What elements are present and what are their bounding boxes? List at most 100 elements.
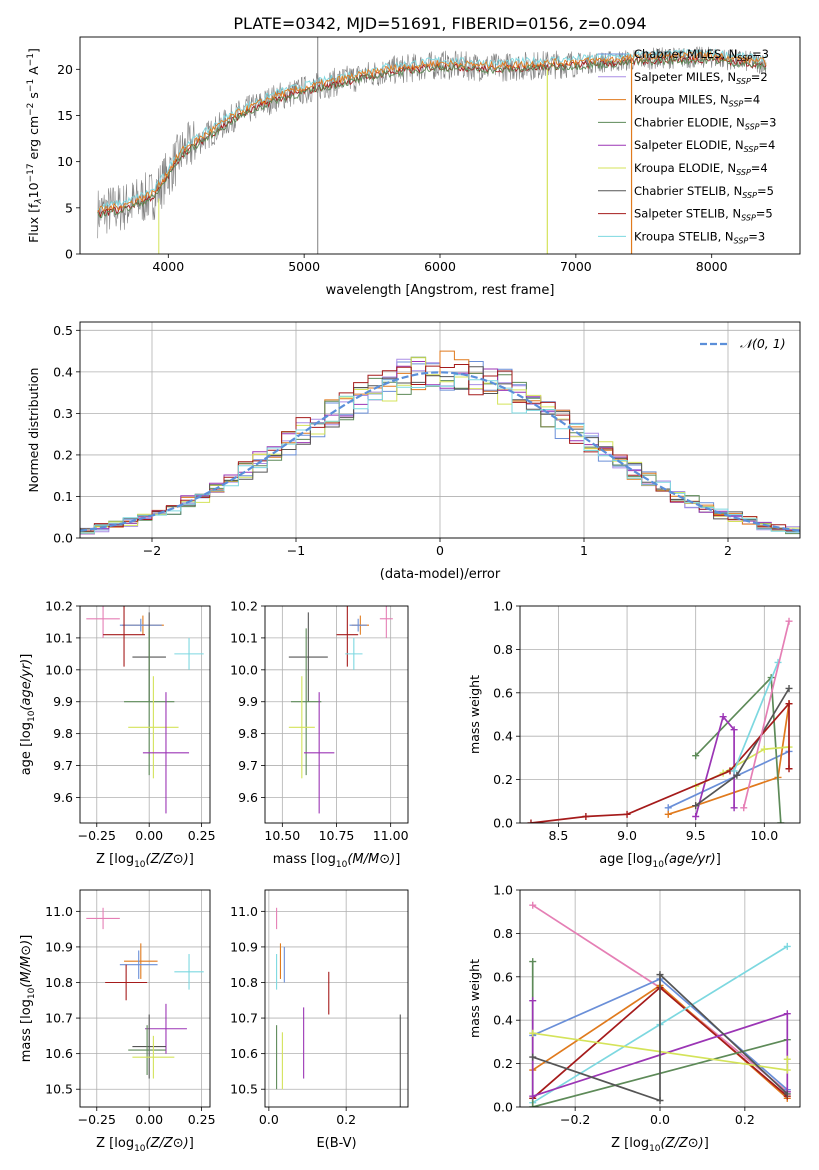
label-part: (Z/Z⊙) [661, 1136, 704, 1151]
label-part: (age/yr) [19, 659, 34, 711]
y-tick-label: 1.0 [493, 599, 513, 614]
legend-sub: SSP [736, 77, 751, 86]
plus-marker [785, 765, 793, 773]
y-tick-label: 10.0 [45, 662, 73, 677]
x-tick-label: 2 [724, 543, 732, 558]
y-tick-label: 10.5 [230, 1082, 258, 1097]
plus-marker [692, 812, 700, 820]
x-tick-label: 8.5 [548, 828, 568, 843]
axes-spectrum: 4000 5000 6000 7000 8000 0 5 10 15 20 Chabrier MIL… [26, 36, 801, 298]
plot-area [527, 617, 793, 823]
mass-weight-line [667, 750, 790, 809]
y-label-part: A [26, 66, 41, 79]
y-tick-label: 9.9 [53, 694, 73, 709]
y-tick-label: 10.6 [230, 1046, 258, 1061]
mass-weight-line [530, 701, 790, 823]
label-part: Z [log [611, 1136, 649, 1151]
plus-marker [783, 1055, 791, 1063]
y-label-part: λ [34, 198, 44, 204]
axes-mass_ebv: 0.0 0.2 10.5 10.6 10.7 10.8 10.9 11.0 E(B-V) [230, 889, 409, 1151]
y-label-part: −2 [26, 103, 36, 116]
y-tick-label: 9.8 [238, 726, 258, 741]
legend-tail: =3 [752, 47, 769, 61]
legend-entry: Kroupa ELODIE, NSSP=4 [634, 161, 768, 177]
legend-sub: SSP [745, 122, 760, 131]
legend-tail: =4 [758, 138, 775, 152]
plot-area [288, 606, 393, 814]
spectrum-data [97, 46, 767, 239]
plus-marker [783, 1010, 791, 1018]
x-tick-label: 0 [436, 543, 444, 558]
y-tick-label: 0.2 [53, 447, 73, 462]
label-part: ] [19, 654, 34, 659]
x-tick-label: 0.0 [259, 1112, 279, 1127]
y-tick-label: 10.7 [230, 1011, 258, 1026]
plus-marker [783, 1066, 791, 1074]
legend-sub: SSP [744, 145, 759, 154]
y-tick-label: 0.8 [493, 926, 513, 941]
y-tick-label: 0.4 [493, 729, 513, 744]
y-tick-label: 0.6 [493, 685, 513, 700]
gaussian-curve [80, 371, 800, 532]
legend-label: Salpeter MILES, N [634, 70, 736, 84]
x-tick-label: 0.00 [135, 1112, 163, 1127]
label-sub: 10 [649, 1144, 661, 1154]
y-tick-label: 0.2 [493, 772, 513, 787]
y-tick-label: 0.0 [493, 816, 513, 831]
plus-marker [656, 971, 664, 979]
x-axis-label: (data-model)/error [380, 567, 501, 582]
x-tick-label: −0.25 [78, 1112, 116, 1127]
mass-weight-line [742, 620, 790, 809]
axes-frame [79, 321, 801, 539]
y-tick-label: 10.5 [45, 1082, 73, 1097]
x-tick-label: 0.00 [135, 828, 163, 843]
x-tick-label: −0.25 [78, 828, 116, 843]
axes-frame [79, 889, 211, 1108]
y-tick-label: 20 [57, 62, 73, 77]
label-part: (age/yr) [664, 852, 716, 867]
y-tick-label: 10.9 [45, 939, 73, 954]
plus-marker [740, 804, 748, 812]
plus-marker [582, 812, 590, 820]
legend-label: Kroupa MILES, N [634, 93, 729, 107]
plus-marker [785, 617, 793, 625]
plus-marker [664, 810, 672, 818]
legend-tail: =2 [751, 70, 768, 84]
label-sub: 10 [652, 860, 664, 870]
plus-marker [730, 767, 738, 775]
plot-area [80, 350, 800, 537]
y-tick-label: 10.6 [45, 1046, 73, 1061]
label-part: (Z/Z⊙) [146, 852, 189, 867]
model-spectrum [97, 48, 767, 211]
axes-frame [519, 889, 801, 1108]
plus-marker [529, 1029, 537, 1037]
x-tick-label: −1 [287, 543, 305, 558]
plus-marker [783, 1090, 791, 1098]
legend-label: Salpeter STELIB, N [634, 207, 741, 221]
plus-marker [692, 802, 700, 810]
plus-marker [730, 804, 738, 812]
y-tick-label: 9.6 [238, 790, 258, 805]
axis-label: mass [log10(M/M⊙)] [273, 852, 401, 870]
plot-area [97, 37, 767, 254]
y-tick-label: 0.1 [53, 489, 73, 504]
legend-label: Chabrier ELODIE, N [634, 115, 745, 129]
y-axis-label: Flux [fλ10−17 erg cm−2 s−1 A−1] [26, 48, 44, 243]
legend-tail: =4 [751, 161, 768, 175]
x-tick-label: 10.0 [750, 828, 778, 843]
y-label-part: ] [26, 48, 41, 53]
plus-marker [785, 684, 793, 692]
legend-label: Kroupa STELIB, N [634, 229, 734, 243]
axis-label: E(B-V) [316, 1136, 356, 1151]
plus-marker [783, 942, 791, 950]
plus-marker [529, 997, 537, 1005]
x-tick-label: 9.0 [617, 828, 637, 843]
y-tick-label: 0.4 [53, 364, 73, 379]
legend-label: Chabrier MILES, N [634, 47, 737, 61]
y-tick-label: 9.6 [53, 790, 73, 805]
label-part: mass [log [273, 852, 336, 867]
axes-frame [79, 605, 211, 824]
y-tick-label: 9.7 [238, 758, 258, 773]
label-sub: 10 [27, 710, 37, 722]
axes-mass_Z: −0.25 0.00 0.25 10.5 10.6 10.7 10.8 10.9 11.0 mas… [19, 889, 216, 1154]
